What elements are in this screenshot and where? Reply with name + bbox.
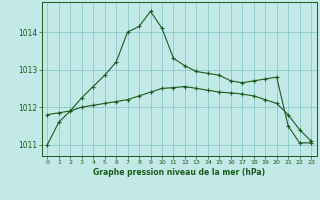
X-axis label: Graphe pression niveau de la mer (hPa): Graphe pression niveau de la mer (hPa) — [93, 168, 265, 177]
